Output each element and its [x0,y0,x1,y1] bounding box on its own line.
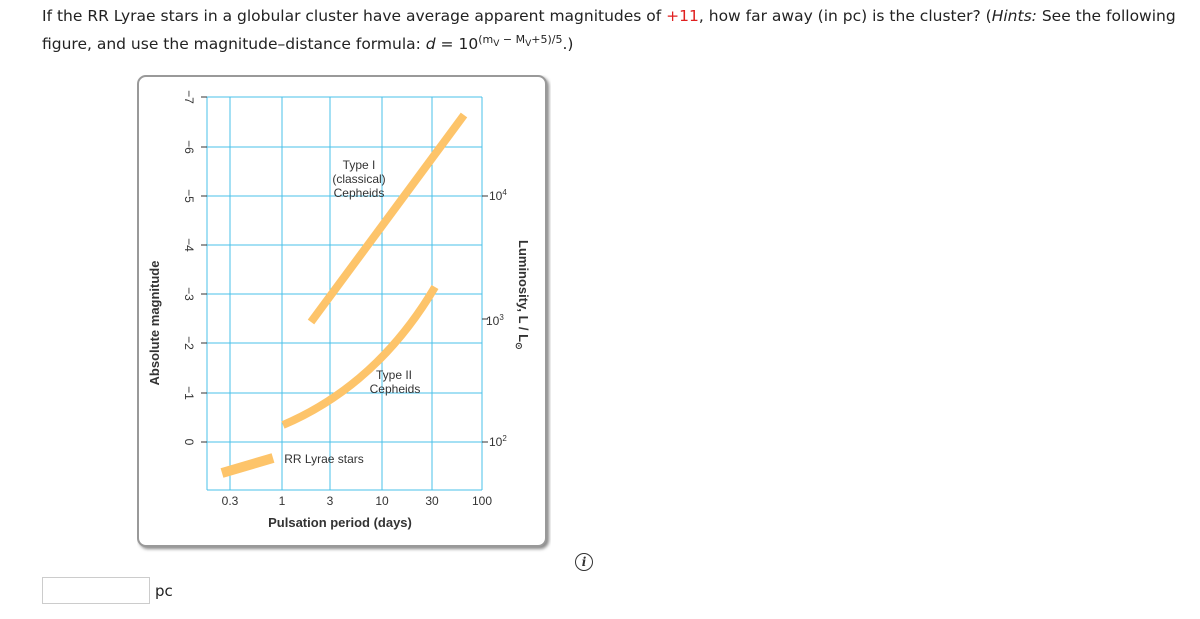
formula: +5)/5 [531,33,563,46]
question: If the RR Lyrae stars in a globular clus… [42,4,1192,56]
x-axis-label: Pulsation period (days) [268,515,412,530]
formula: V [525,39,532,50]
formula-exponent: (mV − MV+5)/5 [478,33,563,50]
figure: −7 −6 −5 −4 −3 −2 −1 0 Absolute magnitud… [137,75,547,547]
y-axis-label: Absolute magnitude [147,261,162,386]
info-icon[interactable]: i [575,553,593,571]
y-tick-label: −1 [182,386,196,400]
y-tick-label: 0 [182,439,196,446]
right-axis-label: Luminosity, L / L⊙ [514,240,531,350]
answer-input[interactable] [42,577,150,604]
y-tick-label: −3 [182,287,196,301]
curve-label: Type II [376,368,412,382]
y-ticks: −7 −6 −5 −4 −3 −2 −1 0 [182,90,196,446]
y-tick-label: −4 [182,238,196,252]
curve-label: (classical) [332,172,385,186]
curves [220,112,468,478]
curve-label: RR Lyrae stars [284,452,364,466]
tick-base: 10 [489,189,503,203]
x-tick-label: 10 [375,494,389,508]
question-value: +11 [666,7,699,25]
x-tick-label: 3 [327,494,334,508]
x-tick-label: 1 [279,494,286,508]
y-tick-label: −2 [182,336,196,350]
x-tick-label: 0.3 [222,494,239,508]
formula: = 10 [435,35,479,54]
formula: V [493,39,500,50]
tick-exp: 4 [502,188,507,197]
formula: d [425,35,436,54]
label-sub: ⊙ [514,342,524,350]
curve-label: Cepheids [370,382,421,396]
y-tick-label: −6 [182,140,196,154]
curve-labels: Type I (classical) Cepheids Type II Ceph… [284,158,420,466]
formula: (m [478,33,494,46]
question-text: If the RR Lyrae stars in a globular clus… [42,7,667,25]
x-tick-label: 30 [425,494,439,508]
right-tick-label: 102 [489,434,507,449]
question-text: See the following figure, and use the ma… [42,7,1176,54]
right-tick-label: 104 [489,188,507,203]
tick-exp: 3 [499,313,504,322]
y-tick-label: −5 [182,189,196,203]
answer-unit: pc [155,582,173,600]
figure-frame [137,75,547,547]
x-tick-label: 100 [472,494,492,508]
label-text: Luminosity, L / L [516,240,531,342]
question-text: .) [562,35,574,54]
tick-base: 10 [486,314,500,328]
formula: − M [499,33,526,46]
hint-label: Hints: [991,7,1037,25]
curve-label: Type I [343,158,376,172]
right-tick-label: 103 [486,313,504,328]
question-text: , how far away (in pc) is the cluster? ( [698,7,992,25]
tick-exp: 2 [502,434,507,443]
curve-label: Cepheids [334,186,385,200]
tick-base: 10 [489,435,503,449]
x-ticks: 0.3 1 3 10 30 100 [222,494,493,508]
y-tick-label: −7 [182,90,196,104]
